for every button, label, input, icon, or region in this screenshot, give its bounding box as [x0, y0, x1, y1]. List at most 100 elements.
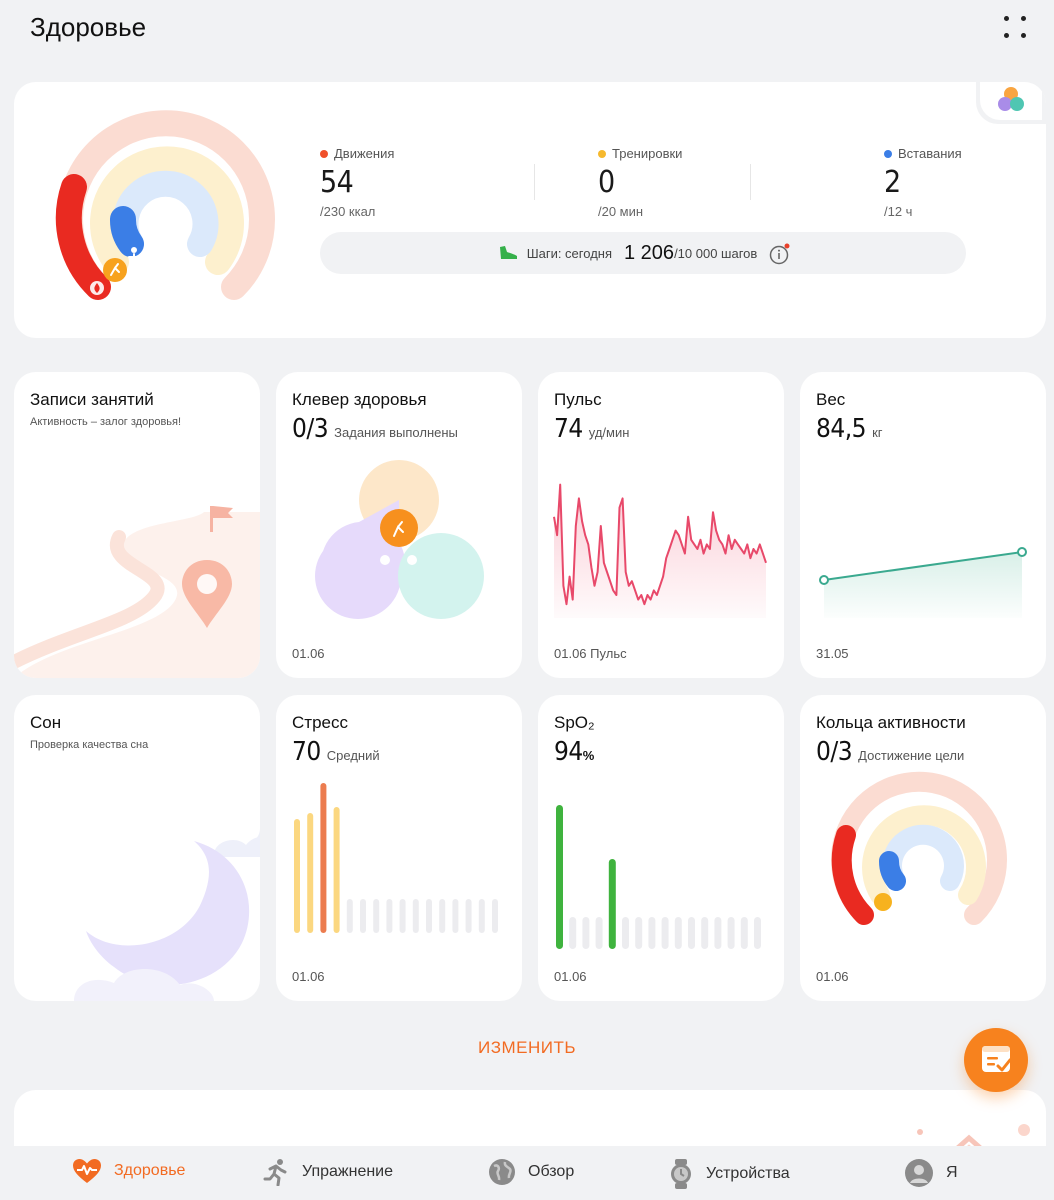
steps-label: Шаги: сегодня	[526, 245, 612, 261]
workout-dot-icon	[598, 149, 606, 158]
stat-goal: /20 мин	[598, 204, 644, 219]
tile-subtitle: Проверка качества сна	[30, 739, 149, 751]
weight-line	[823, 551, 1023, 581]
tile-value: 0/3	[816, 737, 853, 767]
tile-sleep[interactable]: Сон Проверка качества сна	[14, 695, 260, 1001]
tile-date: 01.06	[816, 969, 849, 984]
steps-pill[interactable]: Шаги: сегодня 1 206/10 000 шагов	[320, 232, 966, 274]
tile-stress[interactable]: Стресс 70 Средний 01.06	[276, 695, 522, 1001]
notes-fab-button[interactable]	[964, 1028, 1028, 1092]
stat-label: Тренировки	[612, 146, 683, 161]
weight-area	[824, 552, 1022, 618]
stress-bar	[320, 783, 327, 933]
stat-label: Движения	[334, 146, 395, 161]
tab-label: Обзор	[528, 1163, 575, 1180]
tile-date: 01.06	[292, 646, 325, 661]
steps-value: 1 206	[624, 241, 675, 264]
pulse-line	[553, 483, 767, 606]
stress-bar	[386, 899, 393, 933]
stat-label: Вставания	[898, 146, 962, 161]
tile-date: 01.06	[554, 969, 587, 984]
tab-devices[interactable]: Устройства	[668, 1158, 790, 1190]
stat-value: 54	[320, 165, 354, 200]
tile-unit: Средний	[326, 748, 380, 763]
edit-cards-link[interactable]: ИЗМЕНИТЬ	[477, 1038, 577, 1057]
page-title: Здоровье	[30, 12, 147, 42]
stress-bar	[360, 899, 366, 933]
stress-bar	[439, 899, 446, 933]
checklist-icon	[982, 1046, 1012, 1072]
spo2-bar	[608, 859, 616, 949]
info-icon[interactable]	[769, 243, 790, 265]
tab-health[interactable]: Здоровье	[72, 1158, 185, 1184]
tile-spo2[interactable]: SpO₂ 94 % 01.06	[538, 695, 784, 1001]
tab-label: Упражнение	[302, 1163, 394, 1180]
bottom-tab-bar: Здоровье Упражнение Обзор Устройства	[0, 1146, 1054, 1200]
tile-title: Вес	[816, 390, 846, 409]
tile-title: Кольца активности	[816, 713, 966, 732]
tile-activity-records[interactable]: Записи занятий Активность – залог здоров…	[14, 372, 260, 678]
tile-value: 70	[292, 737, 321, 767]
tile-value: 74	[554, 414, 583, 444]
shoe-icon	[499, 246, 517, 259]
stat-goal: /230 ккал	[320, 204, 376, 219]
stress-bar	[492, 899, 498, 933]
tab-me[interactable]: Я	[904, 1158, 958, 1188]
spo2-bar	[582, 917, 590, 949]
clover-badge[interactable]	[976, 82, 1046, 124]
pulse-area	[554, 484, 766, 618]
spo2-bar	[556, 805, 563, 949]
stress-bar	[373, 899, 380, 933]
spo2-bar	[727, 917, 735, 949]
tile-weight[interactable]: Вес 84,5 кг 31.05	[800, 372, 1046, 678]
tab-label: Я	[946, 1164, 958, 1181]
spo2-bar	[648, 917, 656, 949]
stress-bar	[465, 899, 472, 933]
stat-movements: Движения 54 /230 ккал	[320, 146, 394, 219]
weight-point	[1017, 547, 1027, 557]
tile-subtitle: Активность – залог здоровья!	[30, 416, 182, 428]
tile-unit: кг	[872, 425, 883, 440]
tile-title: Записи занятий	[30, 390, 154, 409]
spo2-bar	[740, 917, 748, 949]
stress-bar-chart	[294, 783, 498, 933]
stress-bar	[346, 899, 353, 933]
tile-date: 31.05	[816, 646, 849, 661]
running-man-icon	[263, 1159, 287, 1186]
weight-line-chart	[819, 547, 1027, 618]
activity-rings-chart	[55, 110, 275, 300]
stress-bar	[478, 899, 485, 933]
spo2-bar	[569, 917, 577, 949]
stress-bar	[399, 899, 406, 933]
activity-summary-card[interactable]: Движения 54 /230 ккал Тренировки 0 /20 м…	[14, 82, 1046, 338]
spo2-bar	[674, 917, 682, 949]
tile-date: 01.06 Пульс	[554, 646, 627, 661]
tab-overview[interactable]: Обзор	[488, 1158, 574, 1186]
profile-icon	[905, 1159, 933, 1187]
tile-title: SpO₂	[554, 713, 595, 732]
road-illustration	[14, 506, 260, 678]
tile-value: 84,5	[816, 414, 867, 444]
tile-health-clover[interactable]: Клевер здоровья 0/3 Задания выполнены 01…	[276, 372, 522, 678]
pulse-line-chart	[553, 483, 767, 618]
spo2-bar	[622, 917, 629, 949]
tab-exercise[interactable]: Упражнение	[262, 1158, 393, 1186]
movement-dot-icon	[320, 149, 328, 158]
stress-bar	[412, 899, 419, 933]
spo2-bar	[688, 917, 695, 949]
activity-rings-mini-chart	[831, 771, 1007, 925]
tile-pulse[interactable]: Пульс 74 уд/мин 01.06 Пульс	[538, 372, 784, 678]
stress-bar	[333, 807, 340, 933]
tile-activity-rings[interactable]: Кольца активности 0/3 Достижение цели 01…	[800, 695, 1046, 1001]
tile-unit: Задания выполнены	[334, 425, 458, 440]
tile-title: Стресс	[292, 713, 348, 732]
stress-bar	[307, 813, 314, 933]
tile-value: 0/3	[292, 414, 329, 444]
more-menu-icon[interactable]	[1000, 12, 1030, 42]
clover-icon	[998, 87, 1024, 111]
spo2-bar	[635, 917, 643, 949]
stat-goal: /12 ч	[884, 204, 913, 219]
spo2-bar-chart	[556, 805, 761, 949]
tile-unit: Достижение цели	[858, 748, 965, 763]
moon-illustration	[74, 827, 260, 1001]
